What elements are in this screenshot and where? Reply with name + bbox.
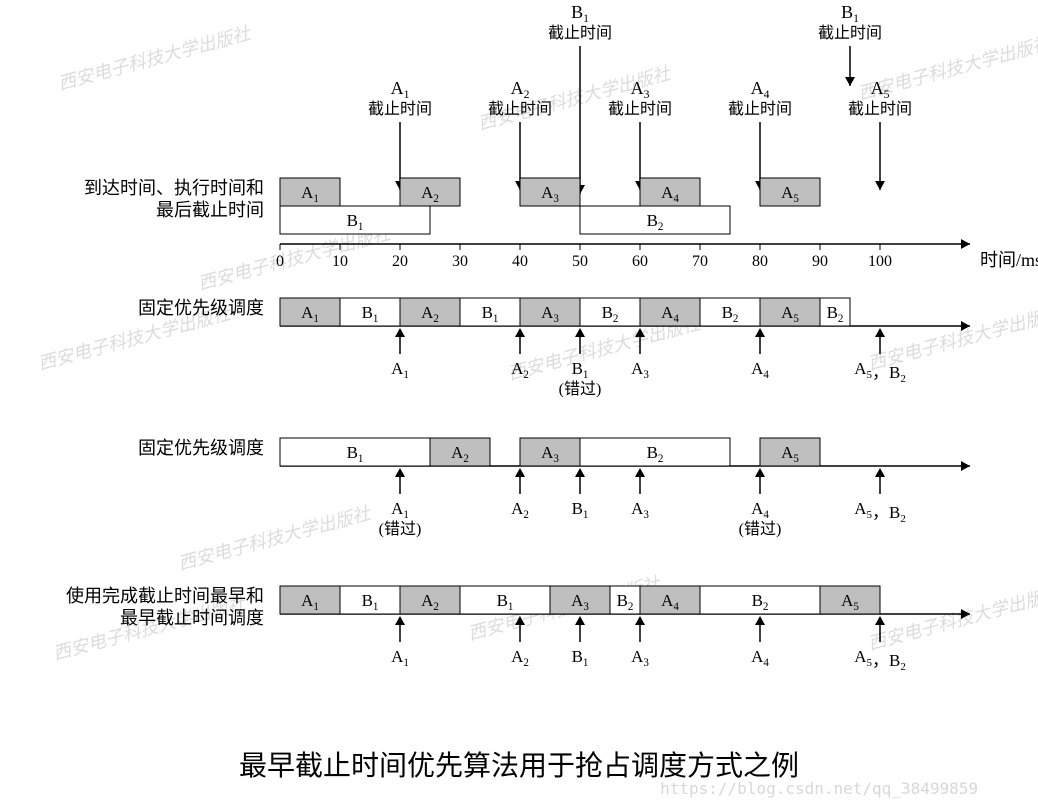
svg-text:70: 70 xyxy=(692,253,708,270)
svg-text:截止时间: 截止时间 xyxy=(728,100,792,118)
svg-text:(错过): (错过) xyxy=(379,520,422,538)
scheduling-diagram-svg: 西安电子科技大学出版社西安电子科技大学出版社西安电子科技大学出版社西安电子科技大… xyxy=(0,0,1038,760)
svg-text:100: 100 xyxy=(868,253,892,270)
caption-text: 最早截止时间优先算法用于抢占调度方式之例 xyxy=(0,744,1038,784)
svg-text:固定优先级调度: 固定优先级调度 xyxy=(138,298,264,318)
svg-text:A3: A3 xyxy=(631,647,649,669)
svg-text:A4: A4 xyxy=(751,359,769,381)
svg-text:B1: B1 xyxy=(572,499,589,521)
svg-text:20: 20 xyxy=(392,253,408,270)
svg-text:截止时间: 截止时间 xyxy=(488,100,552,118)
svg-text:A2: A2 xyxy=(511,78,530,101)
svg-text:时间/ms: 时间/ms xyxy=(980,250,1038,270)
svg-text:60: 60 xyxy=(632,253,648,270)
svg-text:B1: B1 xyxy=(571,2,589,25)
svg-text:40: 40 xyxy=(512,253,528,270)
svg-text:A1: A1 xyxy=(391,359,409,381)
watermark-link: https://blog.csdn.net/qq_38499859 xyxy=(660,779,978,798)
svg-text:A4: A4 xyxy=(751,499,769,521)
svg-text:(错过): (错过) xyxy=(559,380,602,398)
svg-text:A5，B2: A5，B2 xyxy=(854,359,906,385)
svg-text:截止时间: 截止时间 xyxy=(848,100,912,118)
svg-text:A1: A1 xyxy=(391,499,409,521)
svg-text:最早截止时间调度: 最早截止时间调度 xyxy=(120,608,264,628)
svg-text:50: 50 xyxy=(572,253,588,270)
svg-text:10: 10 xyxy=(332,253,348,270)
svg-text:B1: B1 xyxy=(572,647,589,669)
svg-text:截止时间: 截止时间 xyxy=(818,24,882,42)
svg-text:到达时间、执行时间和: 到达时间、执行时间和 xyxy=(84,178,264,198)
svg-text:A1: A1 xyxy=(391,647,409,669)
svg-text:A4: A4 xyxy=(751,647,769,669)
svg-text:使用完成截止时间最早和: 使用完成截止时间最早和 xyxy=(66,586,264,606)
svg-text:0: 0 xyxy=(276,253,284,270)
svg-text:A4: A4 xyxy=(751,78,770,101)
svg-text:西安电子科技大学出版社: 西安电子科技大学出版社 xyxy=(866,583,1038,654)
svg-text:截止时间: 截止时间 xyxy=(548,24,612,42)
svg-text:A1: A1 xyxy=(391,78,410,101)
svg-text:截止时间: 截止时间 xyxy=(608,100,672,118)
svg-text:西安电子科技大学出版社: 西安电子科技大学出版社 xyxy=(176,503,374,574)
svg-text:A3: A3 xyxy=(631,359,649,381)
svg-text:90: 90 xyxy=(812,253,828,270)
svg-text:A2: A2 xyxy=(511,647,529,669)
svg-text:A5，B2: A5，B2 xyxy=(854,647,906,673)
svg-text:固定优先级调度: 固定优先级调度 xyxy=(138,438,264,458)
svg-text:A5，B2: A5，B2 xyxy=(854,499,906,525)
svg-text:80: 80 xyxy=(752,253,768,270)
svg-text:截止时间: 截止时间 xyxy=(368,100,432,118)
svg-text:A3: A3 xyxy=(631,499,649,521)
svg-text:(错过): (错过) xyxy=(739,520,782,538)
svg-text:最后截止时间: 最后截止时间 xyxy=(156,200,264,220)
svg-text:A2: A2 xyxy=(511,499,529,521)
svg-text:30: 30 xyxy=(452,253,468,270)
svg-text:B1: B1 xyxy=(841,2,859,25)
svg-text:西安电子科技大学出版社: 西安电子科技大学出版社 xyxy=(56,23,254,94)
